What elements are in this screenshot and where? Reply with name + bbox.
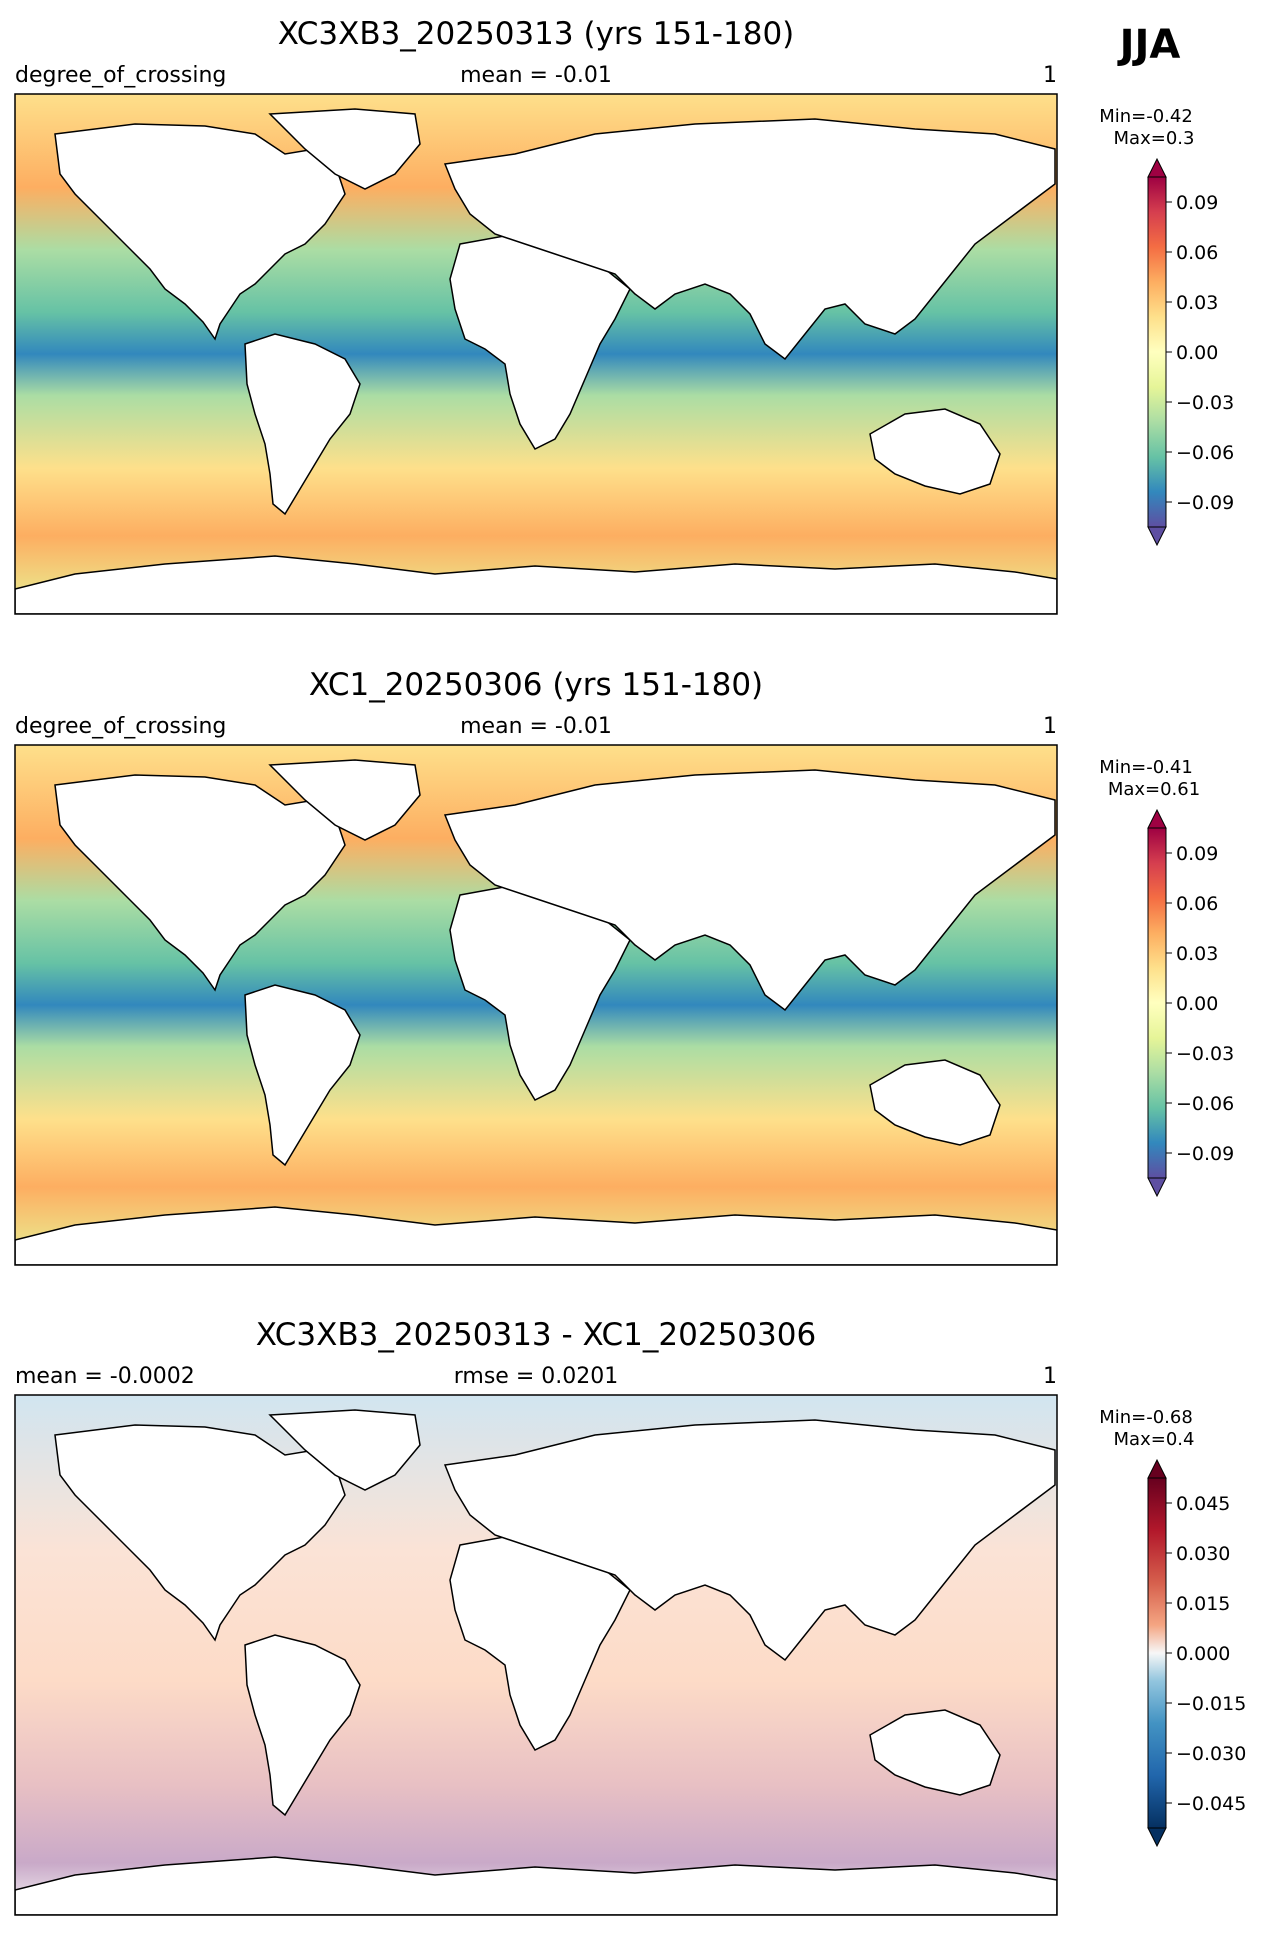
panel-center-label: mean = -0.01 (460, 714, 612, 739)
panel-title: XC3XB3_20250313 (yrs 151-180) (278, 16, 795, 52)
colorbar-tick-label: 0.03 (1176, 292, 1218, 314)
panel-left-label: mean = -0.0002 (15, 1364, 195, 1389)
panel-title: XC3XB3_20250313 - XC1_20250306 (256, 1317, 816, 1353)
panel-max-label: Max=0.4 (1114, 1429, 1195, 1450)
colorbar (1147, 1477, 1167, 1829)
colorbar-tick-label: 0.06 (1176, 242, 1218, 264)
panel-center-label: rmse = 0.0201 (454, 1364, 618, 1389)
map-frame (14, 93, 1058, 615)
colorbar-extend-bottom (1147, 1827, 1167, 1848)
colorbar-tick-label: −0.06 (1176, 1093, 1234, 1115)
panel-left-label: degree_of_crossing (15, 63, 226, 88)
colorbar-tick-label: 0.000 (1176, 1643, 1230, 1665)
panel-center-label: mean = -0.01 (460, 63, 612, 88)
colorbar-tick-label: −0.03 (1176, 392, 1234, 414)
colorbar-extend-top (1147, 1458, 1167, 1479)
colorbar-tick-label: 0.00 (1176, 342, 1218, 364)
panel-right-label: 1 (1043, 63, 1057, 88)
colorbar-extend-bottom (1147, 526, 1167, 547)
panel-1: XC3XB3_20250313 (yrs 151-180) degree_of_c… (14, 16, 1234, 615)
map-frame (14, 1394, 1058, 1916)
colorbar-tick-label: −0.015 (1176, 1693, 1246, 1715)
colorbar (1147, 827, 1167, 1179)
colorbar-tick-label: −0.06 (1176, 442, 1234, 464)
colorbar-extend-top (1147, 808, 1167, 829)
map-panels: XC3XB3_20250313 (yrs 151-180) degree_of_c… (14, 16, 1246, 1916)
colorbar-tick-label: −0.045 (1176, 1793, 1246, 1815)
colorbar-extend-bottom (1147, 1177, 1167, 1198)
colorbar-tick-label: 0.03 (1176, 943, 1218, 965)
panel-right-label: 1 (1043, 1364, 1057, 1389)
colorbar-tick-label: 0.030 (1176, 1543, 1230, 1565)
colorbar-tick-label: 0.09 (1176, 843, 1218, 865)
panel-right-label: 1 (1043, 714, 1057, 739)
panel-title: XC1_20250306 (yrs 151-180) (309, 667, 763, 703)
panel-left-label: degree_of_crossing (15, 714, 226, 739)
season-label: JJA (1117, 22, 1181, 68)
colorbar-tick-label: −0.03 (1176, 1043, 1234, 1065)
colorbar-tick-label: 0.015 (1176, 1593, 1230, 1615)
panel-2: XC1_20250306 (yrs 151-180) degree_of_cros… (14, 667, 1234, 1266)
colorbar (1147, 176, 1167, 528)
map-frame (14, 744, 1058, 1266)
panel-max-label: Max=0.61 (1108, 779, 1200, 800)
panel-max-label: Max=0.3 (1114, 128, 1195, 149)
colorbar-extend-top (1147, 157, 1167, 178)
colorbar-tick-label: 0.09 (1176, 192, 1218, 214)
colorbar-tick-label: 0.06 (1176, 893, 1218, 915)
colorbar-tick-label: −0.09 (1176, 492, 1234, 514)
colorbar-tick-label: −0.09 (1176, 1143, 1234, 1165)
panel-min-label: Min=-0.42 (1099, 106, 1193, 127)
colorbar-tick-label: 0.045 (1176, 1493, 1230, 1515)
colorbar-tick-label: 0.00 (1176, 993, 1218, 1015)
panel-min-label: Min=-0.68 (1099, 1407, 1193, 1428)
colorbar-tick-label: −0.030 (1176, 1743, 1246, 1765)
panel-min-label: Min=-0.41 (1099, 757, 1193, 778)
